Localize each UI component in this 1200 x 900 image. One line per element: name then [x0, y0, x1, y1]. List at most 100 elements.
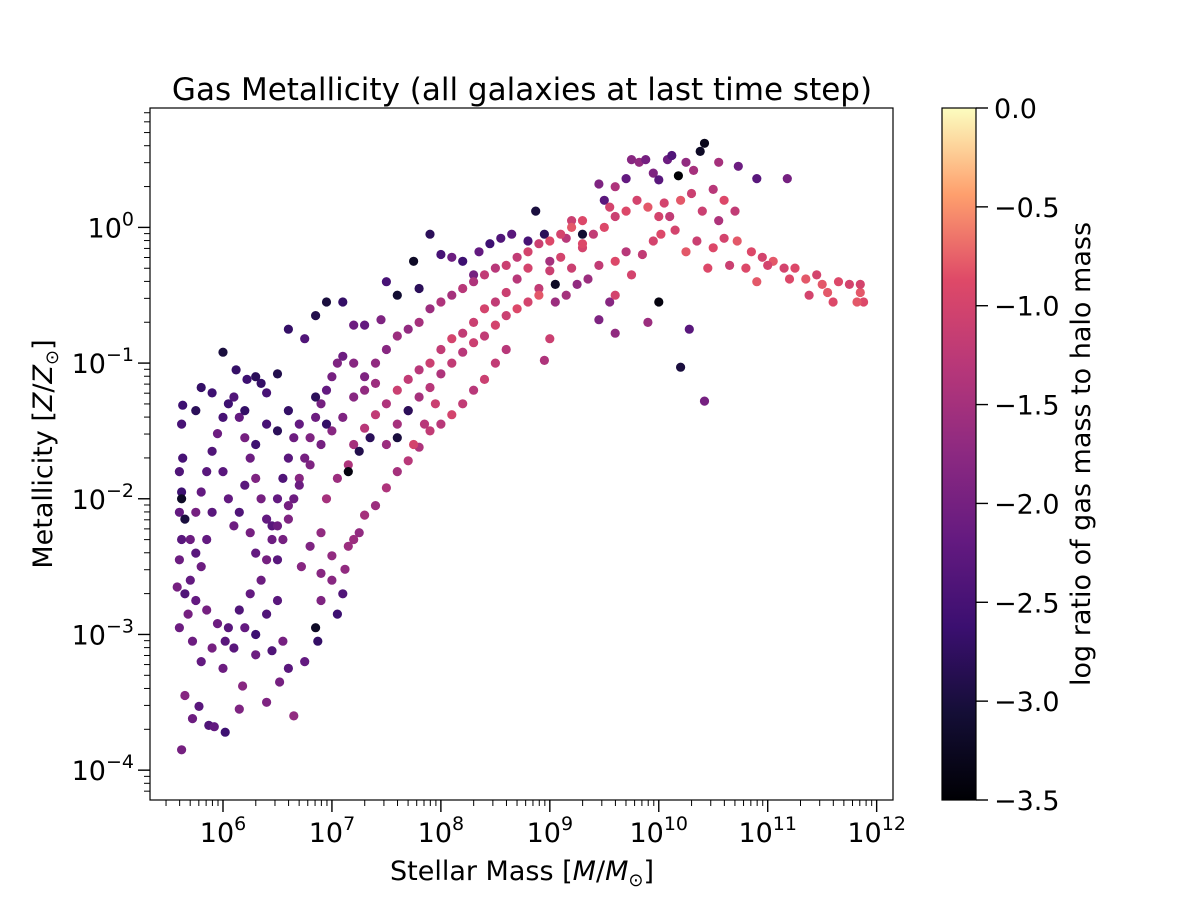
scatter-point	[550, 297, 560, 307]
scatter-point	[599, 195, 609, 205]
scatter-point	[436, 369, 446, 379]
scatter-point	[534, 283, 544, 294]
scatter-point	[349, 320, 359, 330]
scatter-point	[479, 270, 490, 280]
scatter-point	[469, 385, 479, 395]
scatter-point	[507, 229, 517, 239]
scatter-point	[545, 256, 555, 266]
scatter-point	[823, 287, 833, 298]
scatter-point	[828, 297, 838, 307]
scatter-point	[594, 179, 604, 189]
scatter-point	[275, 677, 285, 687]
scatter-point	[338, 297, 348, 307]
scatter-point	[272, 521, 283, 531]
scatter-point	[321, 419, 332, 429]
scatter-point	[567, 263, 577, 273]
scatter-point	[289, 711, 299, 721]
scatter-point	[812, 270, 822, 280]
scatter-point	[621, 247, 631, 257]
scatter-point	[752, 277, 762, 287]
scatter-point	[174, 623, 184, 633]
scatter-point	[177, 487, 187, 497]
scatter-point	[752, 174, 762, 184]
scatter-point	[349, 392, 359, 402]
scatter-point	[283, 514, 293, 524]
scatter-point	[610, 211, 620, 222]
scatter-point	[817, 279, 827, 289]
scatter-point	[695, 146, 705, 156]
scatter-point	[202, 534, 212, 545]
scatter-point	[479, 331, 490, 341]
scatter-point	[490, 297, 500, 307]
scatter-point	[202, 605, 212, 615]
scatter-point	[501, 311, 511, 321]
scatter-point	[278, 534, 288, 545]
scatter-point	[251, 548, 261, 558]
scatter-point	[180, 514, 190, 524]
scatter-point	[496, 233, 506, 243]
scatter-point	[245, 453, 255, 463]
scatter-point	[289, 433, 299, 443]
scatter-point	[177, 745, 187, 755]
scatter-point	[267, 646, 277, 656]
scatter-point	[316, 595, 326, 606]
scatter-point	[626, 270, 637, 280]
scatter-point	[311, 623, 321, 633]
scatter-point	[392, 419, 402, 429]
scatter-point	[577, 216, 588, 226]
scatter-point	[360, 320, 370, 330]
scatter-point	[231, 365, 241, 375]
scatter-point	[458, 347, 468, 357]
scatter-point	[469, 270, 479, 280]
scatter-point	[262, 555, 272, 565]
scatter-point	[202, 467, 212, 477]
scatter-point	[370, 501, 381, 511]
scatter-point	[790, 263, 800, 273]
scatter-point	[262, 388, 272, 398]
scatter-point	[316, 439, 326, 450]
scatter-point	[730, 206, 740, 216]
scatter-point	[376, 315, 386, 325]
scatter-point	[708, 184, 718, 194]
scatter-point	[251, 650, 261, 660]
y-tick-label: 100	[88, 208, 134, 244]
scatter-point	[196, 562, 206, 572]
scatter-point	[360, 385, 370, 395]
scatter-point	[262, 514, 272, 524]
scatter-point	[218, 663, 228, 674]
scatter-point	[599, 222, 609, 232]
x-tick-label: 1012	[847, 813, 906, 849]
scatter-point	[360, 423, 370, 433]
scatter-point	[474, 247, 484, 257]
scatter-point	[833, 277, 844, 287]
scatter-point	[289, 494, 299, 504]
scatter-point	[667, 150, 677, 161]
scatter-point	[305, 460, 315, 470]
scatter-point	[656, 229, 666, 239]
scatter-point	[567, 222, 577, 232]
scatter-point	[354, 528, 364, 538]
scatter-point	[621, 206, 631, 216]
scatter-point	[187, 714, 198, 724]
scatter-point	[626, 155, 637, 165]
scatter-point	[262, 609, 272, 619]
scatter-point	[392, 331, 402, 341]
scatter-point	[327, 372, 337, 382]
scatter-point	[392, 385, 402, 395]
colorbar-axis: −3.5 −3.0 −2.5 −2.0 −1.5 −1.0 −0.5 0.0	[976, 94, 1060, 817]
scatter-point	[343, 541, 353, 551]
scatter-point	[272, 369, 283, 379]
scatter-point	[300, 453, 310, 463]
scatter-point	[703, 263, 713, 273]
scatter-point	[234, 412, 244, 422]
scatter-point	[234, 605, 244, 615]
colorbar-tick-label: −3.0	[994, 687, 1060, 718]
colorbar-label: log ratio of gas mass to halo mass	[1066, 222, 1097, 686]
scatter-point	[174, 507, 184, 517]
scatter-point	[327, 551, 337, 561]
scatter-point	[479, 304, 490, 314]
scatter-point	[251, 629, 261, 640]
scatter-point	[240, 623, 250, 633]
x-tick-label: 108	[418, 813, 464, 849]
scatter-point	[436, 344, 446, 355]
